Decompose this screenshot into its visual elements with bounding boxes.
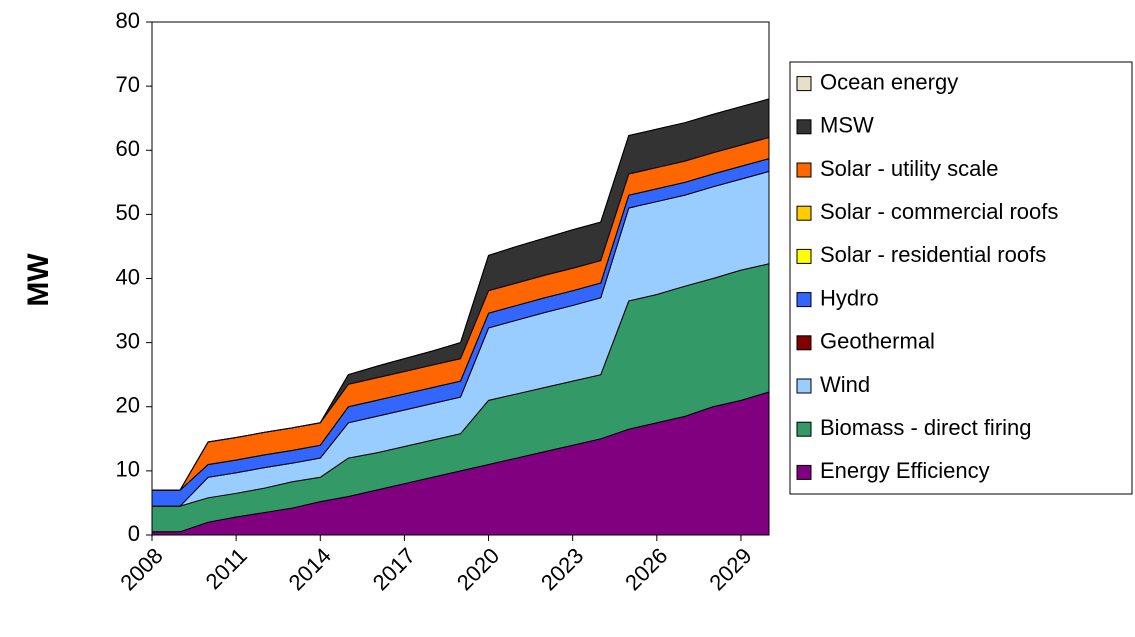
legend-label: Wind bbox=[820, 372, 870, 397]
legend-swatch bbox=[796, 378, 812, 394]
y-tick-label: 50 bbox=[116, 200, 140, 225]
legend-swatch bbox=[796, 76, 812, 92]
x-tick-label: 2026 bbox=[620, 543, 672, 595]
legend-label: Geothermal bbox=[820, 329, 935, 354]
x-tick-label: 2014 bbox=[284, 543, 336, 595]
legend-label: MSW bbox=[820, 113, 874, 138]
legend-label: Energy Efficiency bbox=[820, 458, 990, 483]
y-tick-label: 70 bbox=[116, 72, 140, 97]
y-tick-label: 30 bbox=[116, 328, 140, 353]
y-tick-label: 80 bbox=[116, 8, 140, 33]
legend-swatch bbox=[796, 464, 812, 480]
x-tick-label: 2011 bbox=[201, 543, 252, 594]
legend-label: Ocean energy bbox=[820, 69, 958, 94]
x-tick-label: 2017 bbox=[368, 543, 420, 595]
y-tick-label: 40 bbox=[116, 264, 140, 289]
y-tick-label: 0 bbox=[128, 521, 140, 546]
legend-swatch bbox=[796, 292, 812, 308]
legend-swatch bbox=[796, 248, 812, 264]
x-tick-label: 2020 bbox=[452, 543, 504, 595]
x-tick-label: 2023 bbox=[536, 543, 588, 595]
legend-swatch bbox=[796, 421, 812, 437]
legend-label: Hydro bbox=[820, 285, 879, 310]
legend-swatch bbox=[796, 119, 812, 135]
y-tick-label: 10 bbox=[116, 457, 140, 482]
legend-swatch bbox=[796, 162, 812, 178]
legend bbox=[789, 61, 1133, 495]
y-tick-label: 20 bbox=[116, 393, 140, 418]
legend-label: Solar - commercial roofs bbox=[820, 199, 1058, 224]
y-axis-label: MW bbox=[22, 253, 55, 307]
legend-label: Solar - utility scale bbox=[820, 156, 999, 181]
x-tick-label: 2008 bbox=[115, 543, 167, 595]
legend-swatch bbox=[796, 205, 812, 221]
legend-label: Solar - residential roofs bbox=[820, 242, 1046, 267]
legend-swatch bbox=[796, 335, 812, 351]
legend-label: Biomass - direct firing bbox=[820, 415, 1032, 440]
x-tick-label: 2029 bbox=[704, 543, 756, 595]
y-tick-label: 60 bbox=[116, 136, 140, 161]
